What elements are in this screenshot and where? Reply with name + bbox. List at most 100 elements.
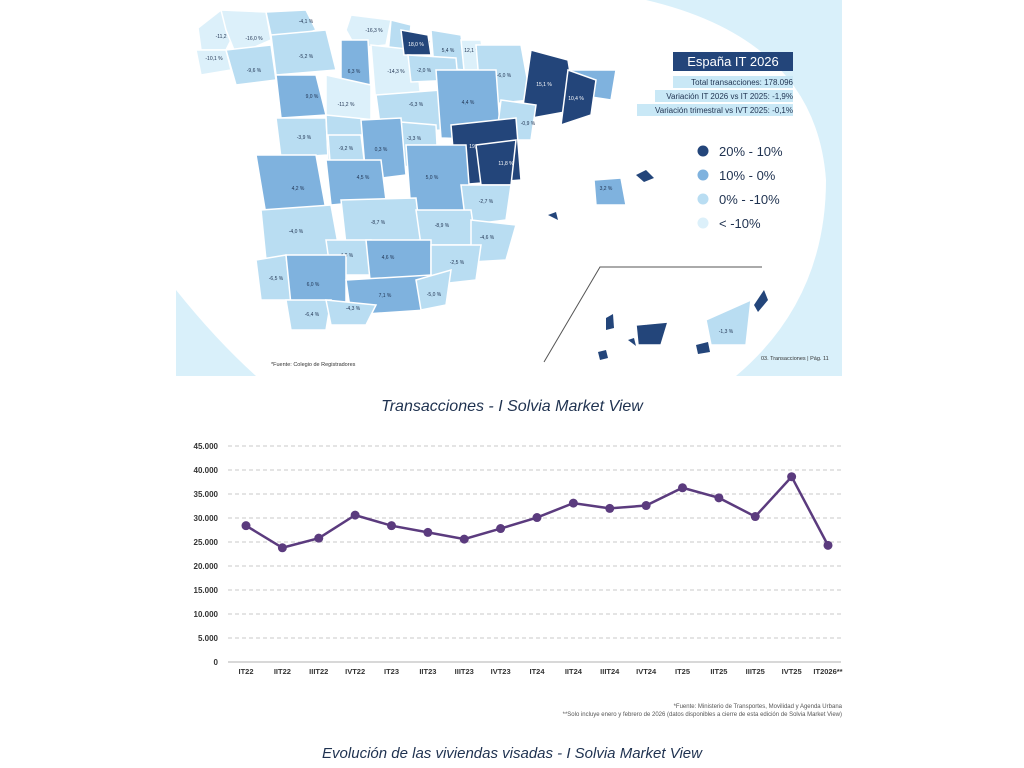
map-region-label: -4,1 %	[299, 19, 314, 25]
y-tick-label: 40.000	[194, 466, 219, 475]
legend-swatch	[697, 217, 709, 229]
map-background-shape	[646, 0, 842, 376]
map-stat: Total transacciones: 178.096	[691, 78, 793, 87]
map-region-label: 7,1 %	[379, 293, 392, 299]
map-region	[285, 299, 332, 331]
data-point	[605, 503, 615, 513]
y-tick-label: 5.000	[198, 634, 219, 643]
canary-inset-frame	[543, 266, 762, 363]
map-region-label: 6,0 %	[307, 282, 320, 288]
map-source: *Fuente: Colegio de Registradores	[271, 362, 356, 368]
map-stat-bg	[673, 76, 793, 88]
map-region-label: -6,5 %	[269, 276, 284, 282]
map-region-label: 19,4 %	[640, 320, 656, 326]
data-point	[568, 498, 578, 508]
map-region-label: 4,4 %	[462, 100, 475, 106]
y-tick-label: 15.000	[194, 586, 219, 595]
data-point	[787, 472, 797, 482]
map-region-label: -11,2 %	[216, 34, 233, 40]
x-tick-label: IIIT23	[455, 667, 474, 676]
series-line	[245, 474, 830, 550]
map-regions: -11,2 %-16,0 %-4,1 %-16,3 %-5,7 %-10,1 %…	[195, 8, 752, 346]
map-region-label: -4,6 %	[480, 235, 495, 241]
map-page-ref: 03. Transacciones | Pág. 11	[761, 356, 829, 362]
legend-label: < -10%	[719, 216, 761, 231]
map-region-label: -11,2 %	[338, 102, 355, 108]
island-shape	[548, 212, 558, 220]
map-region	[285, 254, 347, 306]
map-region-label: 12,1 %	[464, 48, 480, 54]
map-region	[195, 49, 232, 76]
data-point	[641, 501, 651, 511]
map-region-label: -5,0 %	[427, 292, 442, 298]
map-region-label: -2,0 %	[417, 68, 432, 74]
legend-label: 10% - 0%	[719, 168, 776, 183]
chart-x-ticks: IT22 IIT22 IIIT22 IVT22 IT23 IIT23 IIIT23 IVT23…	[238, 667, 842, 676]
map-region-label: -4,0 %	[289, 229, 304, 235]
x-tick-label: IVT24	[636, 667, 657, 676]
y-tick-label: 0	[214, 658, 219, 667]
map-region-label: 5,0 %	[426, 175, 439, 181]
map-region-label: 4,5 %	[357, 175, 370, 181]
chart-gridlines	[228, 445, 841, 663]
map-region-label: 11,8 %	[498, 161, 514, 167]
map-legend: 20% - 10% 10% - 0% 0% - -10% < -10%	[697, 144, 783, 231]
data-point	[423, 527, 433, 537]
chart-source-note: *Fuente: Ministerio de Transportes, Movi…	[673, 704, 842, 710]
chart-caption: Evolución de las viviendas visadas - I S…	[322, 745, 702, 762]
x-tick-label: IIT23	[419, 667, 436, 676]
map-region-label: -9,6 %	[247, 68, 262, 74]
x-tick-label: IT22	[238, 667, 253, 676]
data-point	[496, 524, 506, 534]
data-point	[277, 543, 287, 553]
map-stat-bg	[637, 104, 793, 116]
data-point	[714, 493, 724, 503]
map-region	[415, 268, 452, 311]
chart-series	[241, 472, 833, 553]
y-tick-label: 25.000	[194, 538, 219, 547]
x-tick-label: IVT25	[782, 667, 802, 676]
data-point	[532, 513, 542, 523]
chart-footnote: **Solo incluye enero y febrero de 2026 (…	[562, 712, 842, 718]
x-tick-label: IIIT24	[600, 667, 620, 676]
map-caption: Transacciones - I Solvia Market View	[381, 398, 643, 415]
island-shape	[754, 290, 768, 312]
map-region	[325, 299, 378, 326]
map-region-label: -6,4 %	[305, 312, 320, 318]
map-stat: Variación IT 2026 vs IT 2025: -1,9%	[666, 92, 793, 101]
y-tick-label: 20.000	[194, 562, 219, 571]
x-tick-label: IIT22	[274, 667, 291, 676]
map-region-label: -16,3 %	[365, 28, 383, 34]
island-shape	[636, 170, 654, 182]
x-tick-label: IIT25	[710, 667, 727, 676]
x-tick-label: IIIT22	[309, 667, 328, 676]
map-region	[325, 159, 387, 206]
island-shape	[696, 342, 710, 354]
data-point	[750, 512, 760, 522]
map-region-label: 0,3 %	[375, 147, 388, 153]
map-region-label: -16,0 %	[245, 36, 263, 42]
island-shape	[606, 314, 614, 330]
data-point	[350, 510, 360, 520]
x-tick-label: IVT22	[345, 667, 365, 676]
data-point	[459, 534, 469, 544]
x-tick-label: IT25	[675, 667, 690, 676]
legend-label: 20% - 10%	[719, 144, 783, 159]
data-point	[678, 483, 687, 493]
map-region-label: -8,9 %	[435, 223, 450, 229]
map-stat: Variación trimestral vs IVT 2025: -0,1%	[655, 106, 793, 115]
y-tick-label: 10.000	[194, 610, 219, 619]
spain-map: -11,2 %-16,0 %-4,1 %-16,3 %-5,7 %-10,1 %…	[176, 0, 842, 376]
map-region	[635, 321, 670, 346]
map-region-label: -6,3 %	[409, 102, 424, 108]
y-tick-label: 45.000	[194, 442, 219, 451]
x-tick-label: IIIT25	[746, 667, 765, 676]
map-region-label: -10,1 %	[205, 56, 223, 62]
canary-islands	[548, 170, 768, 360]
map-region	[705, 298, 752, 346]
map-title-box	[673, 52, 793, 71]
map-region-label: 15,1 %	[536, 82, 552, 88]
map-region-label: 6,3 %	[348, 69, 361, 75]
map-region-label: 4,2 %	[292, 186, 305, 192]
map-region-label: -2,5 %	[450, 260, 465, 266]
